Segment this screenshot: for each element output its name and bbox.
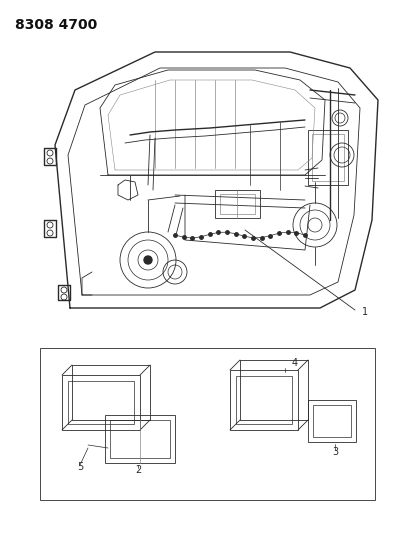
Bar bbox=[105, 415, 175, 463]
Text: 1: 1 bbox=[361, 307, 367, 317]
Bar bbox=[62, 375, 139, 430]
Bar bbox=[312, 405, 350, 437]
Bar bbox=[214, 190, 259, 218]
Bar bbox=[110, 420, 170, 458]
Bar bbox=[307, 130, 347, 185]
Text: 3: 3 bbox=[331, 447, 337, 457]
Bar bbox=[220, 194, 254, 214]
Bar bbox=[229, 370, 297, 430]
Text: 2: 2 bbox=[135, 465, 141, 475]
Bar bbox=[311, 134, 343, 181]
Bar bbox=[40, 348, 374, 500]
Text: 8308 4700: 8308 4700 bbox=[15, 18, 97, 32]
Text: 5: 5 bbox=[77, 462, 83, 472]
Circle shape bbox=[144, 256, 152, 264]
Bar bbox=[68, 381, 134, 424]
Text: 4: 4 bbox=[291, 358, 297, 368]
Bar bbox=[236, 376, 291, 424]
Bar bbox=[307, 400, 355, 442]
